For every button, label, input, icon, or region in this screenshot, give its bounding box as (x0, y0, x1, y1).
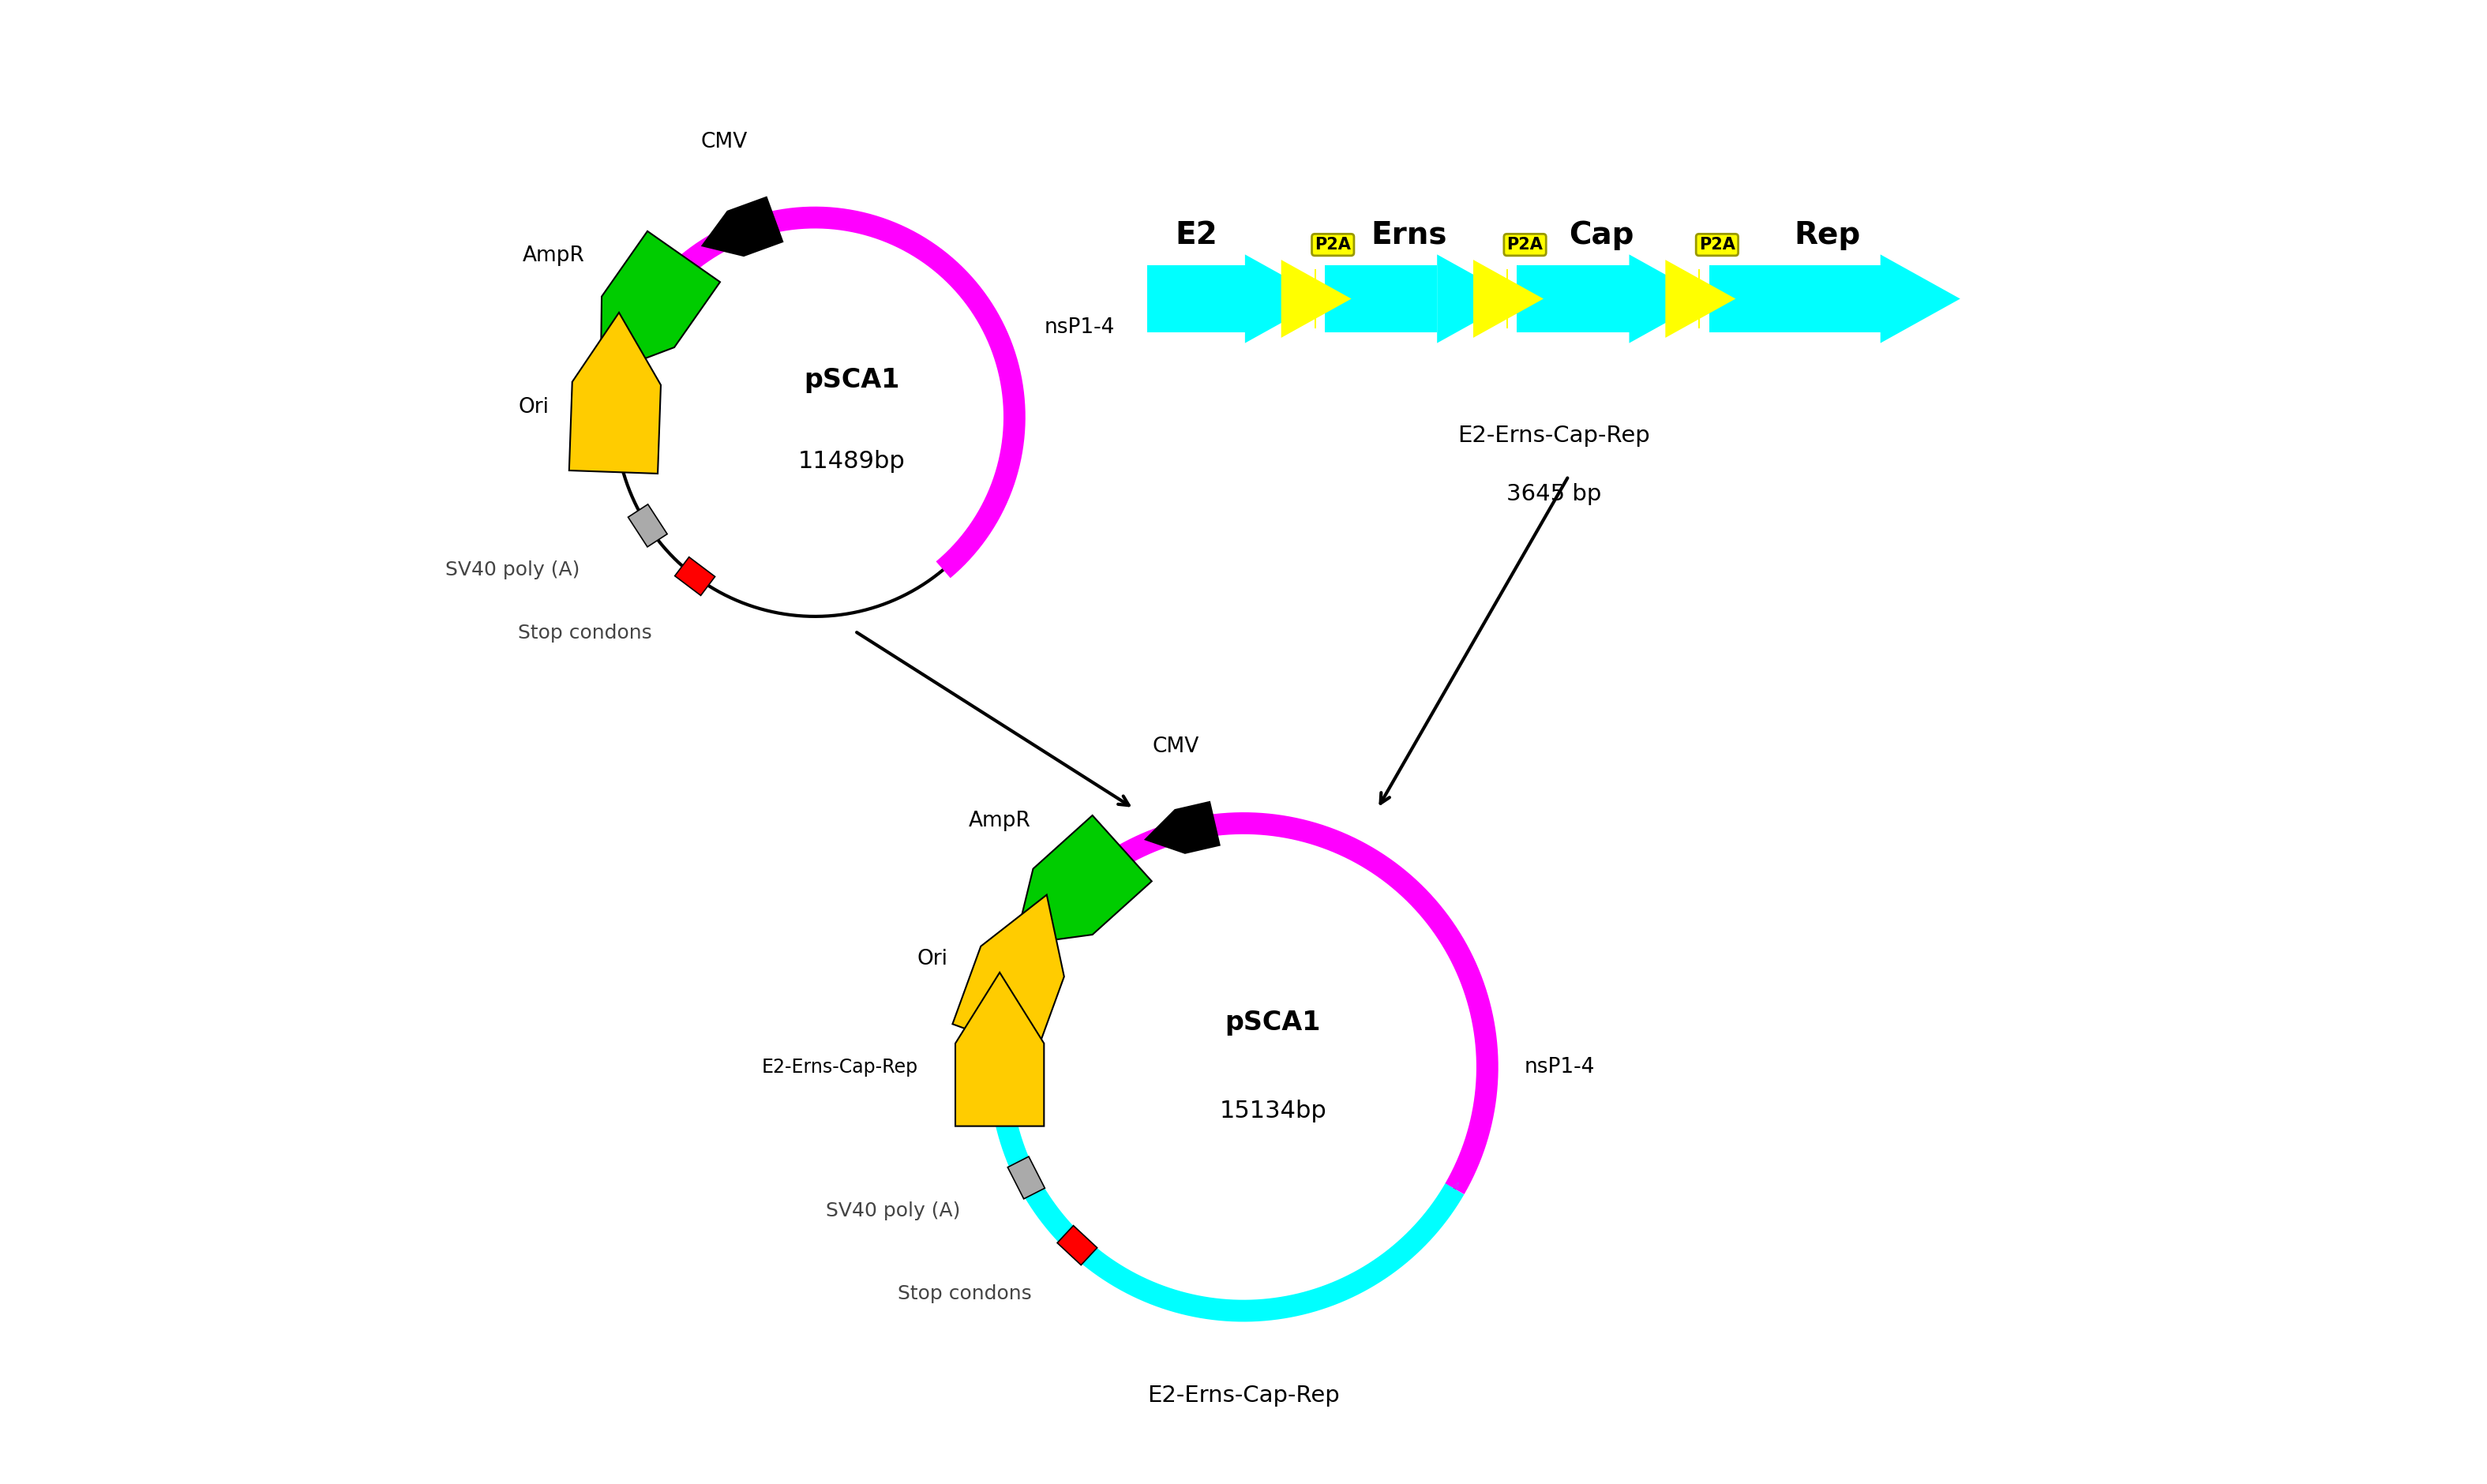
Text: SV40 poly (A): SV40 poly (A) (826, 1202, 960, 1221)
Text: P2A: P2A (1699, 237, 1736, 252)
Polygon shape (1057, 1226, 1097, 1264)
Polygon shape (629, 505, 667, 548)
Polygon shape (1246, 254, 1326, 343)
Text: nsP1-4: nsP1-4 (1525, 1057, 1594, 1077)
Text: AmpR: AmpR (522, 246, 584, 266)
Text: AmpR: AmpR (967, 810, 1032, 831)
Polygon shape (1666, 260, 1736, 338)
Text: E2-Erns-Cap-Rep: E2-Erns-Cap-Rep (1147, 1385, 1340, 1407)
Text: 11489bp: 11489bp (798, 450, 905, 473)
Polygon shape (1880, 254, 1960, 343)
Polygon shape (1629, 254, 1709, 343)
Text: E2: E2 (1174, 220, 1219, 249)
Text: P2A: P2A (1316, 237, 1350, 252)
Polygon shape (1015, 815, 1151, 945)
Text: E2-Erns-Cap-Rep: E2-Erns-Cap-Rep (761, 1058, 918, 1076)
Text: Ori: Ori (517, 398, 550, 418)
Polygon shape (1007, 1156, 1045, 1199)
Text: Rep: Rep (1793, 220, 1860, 249)
Text: pSCA1: pSCA1 (1226, 1009, 1321, 1036)
Bar (1147, 266, 1246, 332)
Text: SV40 poly (A): SV40 poly (A) (445, 561, 579, 579)
Text: Stop condons: Stop condons (898, 1285, 1032, 1303)
Text: P2A: P2A (1507, 237, 1542, 252)
Bar (1709, 266, 1880, 332)
Polygon shape (1147, 801, 1219, 853)
Text: CMV: CMV (1151, 736, 1199, 757)
Text: 15134bp: 15134bp (1219, 1100, 1326, 1123)
Polygon shape (701, 197, 783, 255)
Text: Cap: Cap (1569, 220, 1634, 249)
Polygon shape (955, 972, 1045, 1126)
Polygon shape (602, 232, 721, 375)
Polygon shape (1281, 260, 1350, 338)
Polygon shape (674, 556, 714, 595)
Text: Erns: Erns (1370, 220, 1447, 249)
Polygon shape (1472, 260, 1544, 338)
Text: 3645 bp: 3645 bp (1507, 484, 1602, 506)
Text: nsP1-4: nsP1-4 (1045, 318, 1114, 337)
Text: E2-Erns-Cap-Rep: E2-Erns-Cap-Rep (1457, 424, 1649, 447)
Text: Ori: Ori (918, 950, 948, 969)
Polygon shape (1437, 254, 1517, 343)
Polygon shape (570, 313, 662, 473)
Text: pSCA1: pSCA1 (803, 367, 900, 393)
Text: Stop condons: Stop condons (517, 623, 652, 643)
Text: CMV: CMV (701, 132, 749, 153)
Bar (1517, 266, 1629, 332)
Bar (1326, 266, 1437, 332)
Polygon shape (953, 895, 1064, 1054)
